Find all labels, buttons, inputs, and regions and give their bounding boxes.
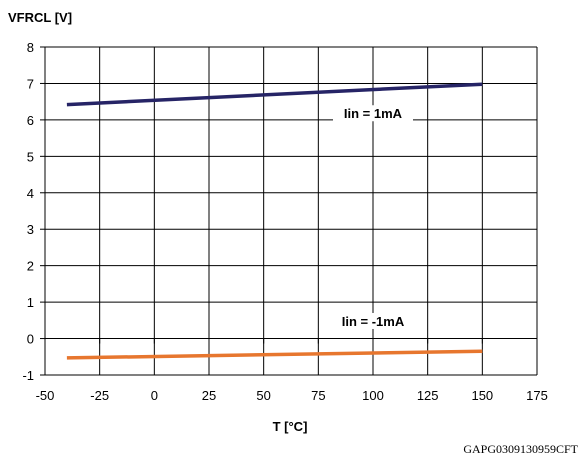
- y-tick-label: 3: [27, 222, 34, 237]
- y-tick-label: 8: [27, 40, 34, 55]
- series-line: [66, 349, 483, 360]
- y-tick-label: 6: [27, 113, 34, 128]
- x-tick-label: -25: [90, 388, 109, 403]
- y-tick-labels: -1 0 1 2 3 4 5 6 7 8: [22, 40, 34, 383]
- annotations: Iin = 1mA Iin = -1mA: [333, 105, 413, 329]
- x-tick-label: -50: [36, 388, 55, 403]
- x-axis-label: T [°C]: [273, 419, 308, 434]
- series-lines: [66, 82, 483, 360]
- figure-code: GAPG0309130959CFT: [463, 442, 578, 456]
- x-tick-label: 75: [311, 388, 325, 403]
- x-tick-label: 100: [362, 388, 384, 403]
- x-tick-labels: -50 -25 0 25 50 75 100 125 150 175: [36, 388, 548, 403]
- y-tick-label: 1: [27, 295, 34, 310]
- x-tick-label: 50: [256, 388, 270, 403]
- y-tick-label: 0: [27, 332, 34, 347]
- y-tick-label: 5: [27, 149, 34, 164]
- x-tick-label: 125: [417, 388, 439, 403]
- y-axis-label: VFRCL [V]: [8, 10, 72, 25]
- grid: [45, 46, 538, 376]
- axes: [40, 46, 538, 376]
- y-tick-label: 2: [27, 259, 34, 274]
- x-tick-label: 175: [526, 388, 548, 403]
- y-tick-label: -1: [22, 368, 34, 383]
- x-tick-label: 150: [471, 388, 493, 403]
- annotation-background: [333, 105, 413, 122]
- y-tick-label: 7: [27, 76, 34, 91]
- series-line: [66, 82, 483, 107]
- annotation-label: Iin = 1mA: [344, 106, 403, 121]
- x-tick-label: 0: [151, 388, 158, 403]
- annotation-background: [333, 312, 413, 329]
- x-tick-label: 25: [202, 388, 216, 403]
- annotation-label: Iin = -1mA: [342, 314, 405, 329]
- y-tick-label: 4: [27, 186, 34, 201]
